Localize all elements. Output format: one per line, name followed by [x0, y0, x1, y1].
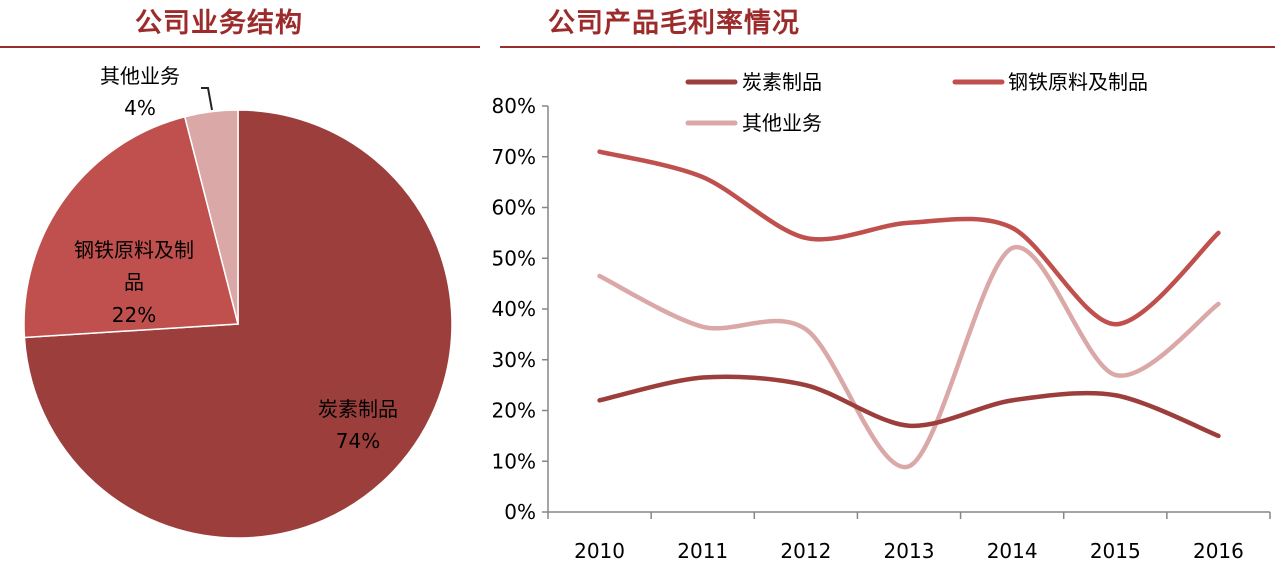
- legend-label-carbon: 炭素制品: [742, 70, 822, 94]
- x-tick-label: 2013: [884, 539, 935, 563]
- line-legend: 炭素制品 钢铁原料及制品 其他业务: [685, 70, 1148, 135]
- x-tick-label: 2015: [1090, 539, 1141, 563]
- y-tick-label: 60%: [492, 196, 536, 220]
- series-line-steel: [597, 149, 1221, 327]
- y-tick-label: 0%: [504, 500, 536, 524]
- pie-leader-line: [201, 87, 213, 111]
- left-title-rule: [0, 46, 480, 48]
- x-axis: 2010 2011 2012 2013 2014 2015 2016: [547, 511, 1271, 563]
- pie-slice-other: [183, 109, 239, 325]
- y-tick-label: 10%: [492, 449, 536, 473]
- series-line-carbon: [597, 374, 1221, 439]
- x-tick-label: 2014: [987, 539, 1038, 563]
- series-lines: [597, 149, 1221, 470]
- pie-label-carbon: 炭素制品: [318, 397, 398, 421]
- y-tick-label: 40%: [492, 297, 536, 321]
- series-line-other: [597, 244, 1221, 470]
- legend-label-steel: 钢铁原料及制品: [1008, 70, 1148, 94]
- y-tick-label: 20%: [492, 399, 536, 423]
- y-tick-label: 30%: [492, 348, 536, 372]
- pie-value-other: 4%: [124, 96, 156, 120]
- y-tick-label: 50%: [492, 246, 536, 270]
- line-chart: 0%10%20%30%40%50%60%70%80% 2010 2011 2012 2…: [492, 70, 1271, 563]
- pie-value-carbon: 74%: [336, 429, 380, 453]
- y-tick-label: 70%: [492, 145, 536, 169]
- x-tick-label: 2016: [1193, 539, 1244, 563]
- x-tick-label: 2011: [677, 539, 728, 563]
- pie-label-other: 其他业务: [100, 64, 180, 88]
- pie-label-steel-line2: 品: [124, 270, 144, 294]
- y-axis: 0% 10% 20% 30% 40% 50% 60% 70% 80%: [492, 94, 549, 524]
- pie-chart: 其他业务 4% 钢铁原料及制 品 22% 炭素制品 74%: [23, 64, 453, 539]
- right-title-rule: [500, 46, 1275, 48]
- pie-label-steel-line1: 钢铁原料及制: [74, 238, 194, 262]
- x-tick-label: 2012: [780, 539, 831, 563]
- pie-chart-title: 公司业务结构: [135, 8, 303, 39]
- pie-value-steel: 22%: [112, 303, 156, 327]
- legend-label-other: 其他业务: [742, 111, 822, 135]
- line-chart-title: 公司产品毛利率情况: [548, 8, 800, 39]
- x-tick-label: 2010: [574, 539, 625, 563]
- y-tick-label: 80%: [492, 94, 536, 118]
- pie-slice-steel: [23, 115, 239, 339]
